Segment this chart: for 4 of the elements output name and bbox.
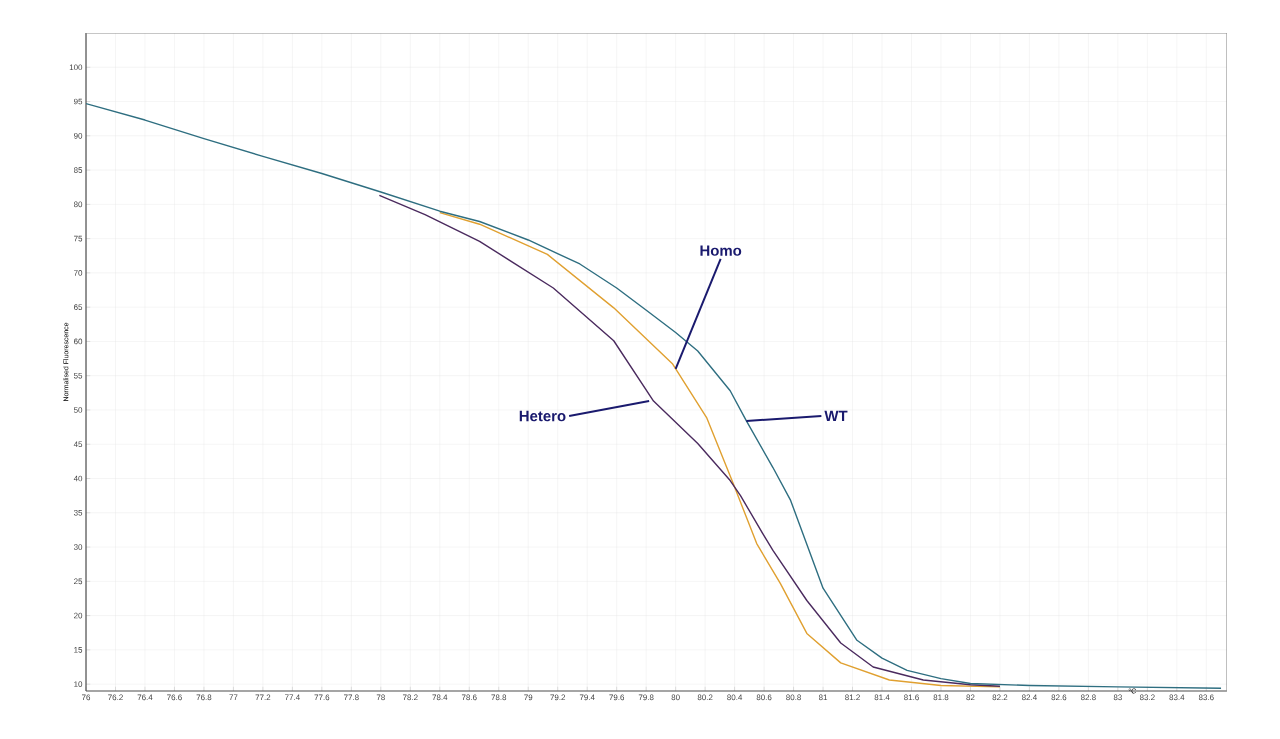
annotation: Hetero bbox=[519, 410, 566, 422]
annotation: WT bbox=[824, 410, 848, 422]
annotation: Homo bbox=[700, 245, 742, 256]
line-series bbox=[86, 102, 1222, 689]
